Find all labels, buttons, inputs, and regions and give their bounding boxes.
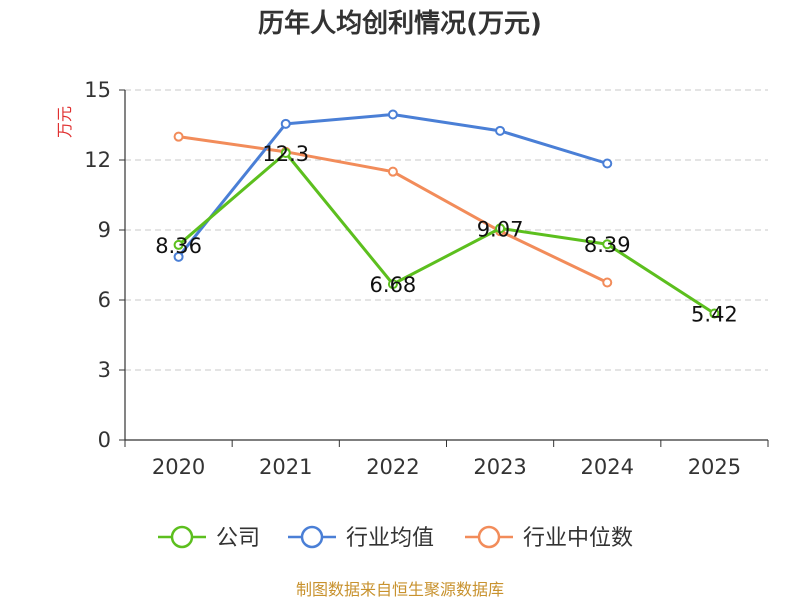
- y-tick-label: 12: [84, 148, 111, 172]
- chart-title: 历年人均创利情况(万元): [258, 8, 542, 39]
- data-label: 8.36: [155, 234, 202, 258]
- data-label: 12.3: [262, 142, 309, 166]
- y-tick-label: 0: [98, 428, 111, 452]
- data-point-industry-median: [387, 166, 398, 177]
- x-tick-label: 2023: [473, 455, 526, 479]
- data-label: 9.07: [477, 217, 524, 241]
- series-line-company: [177, 151, 716, 315]
- series-line-industry-median: [178, 135, 608, 284]
- legend-item[interactable]: 行业均值: [288, 525, 434, 551]
- legend: 公司 行业均值 行业中位数: [158, 525, 633, 551]
- y-tick-label: 3: [98, 358, 111, 382]
- y-axis-label: 万元: [55, 106, 74, 138]
- x-tick-label: 2024: [581, 455, 634, 479]
- data-point-industry-average: [387, 109, 398, 120]
- x-tick-label: 2025: [688, 455, 741, 479]
- data-point-industry-median: [173, 131, 184, 142]
- legend-label: 公司: [216, 526, 260, 551]
- x-tick-label: 2021: [259, 455, 312, 479]
- legend-item[interactable]: 公司: [158, 525, 260, 551]
- legend-label: 行业均值: [346, 526, 434, 551]
- data-point-industry-average: [280, 118, 291, 129]
- y-tick-label: 9: [98, 218, 111, 242]
- source-note: 制图数据来自恒生聚源数据库: [296, 580, 504, 599]
- series-group: [173, 109, 720, 319]
- legend-marker: [477, 525, 501, 549]
- y-tick-label: 6: [98, 288, 111, 312]
- data-point-company: [173, 239, 184, 250]
- data-point-company: [602, 239, 613, 250]
- axes: 0 3 6 9 12 15 2020 2021 2022 2023 2024 2025: [84, 78, 769, 479]
- data-labels-group: 8.36 12.3 6.68 9.07 8.39 5.42: [155, 142, 738, 327]
- x-tick-label: 2020: [152, 455, 205, 479]
- y-tick-label: 15: [84, 78, 111, 102]
- data-point-company: [280, 148, 291, 158]
- legend-item[interactable]: 行业中位数: [465, 525, 633, 551]
- data-point-industry-average: [173, 251, 184, 262]
- legend-marker: [300, 525, 324, 549]
- data-point-company: [495, 223, 506, 234]
- x-tick-label: 2022: [366, 455, 419, 479]
- legend-label: 行业中位数: [523, 526, 633, 551]
- data-point-industry-median: [602, 277, 613, 288]
- data-label: 8.39: [584, 233, 631, 257]
- grid-lines: [125, 89, 768, 371]
- data-point-industry-average: [495, 125, 506, 136]
- data-label: 5.42: [691, 303, 738, 327]
- data-point-company: [709, 308, 720, 319]
- data-point-company: [387, 279, 398, 290]
- legend-marker: [170, 525, 194, 549]
- data-label: 6.68: [370, 273, 417, 297]
- data-point-industry-average: [602, 158, 613, 169]
